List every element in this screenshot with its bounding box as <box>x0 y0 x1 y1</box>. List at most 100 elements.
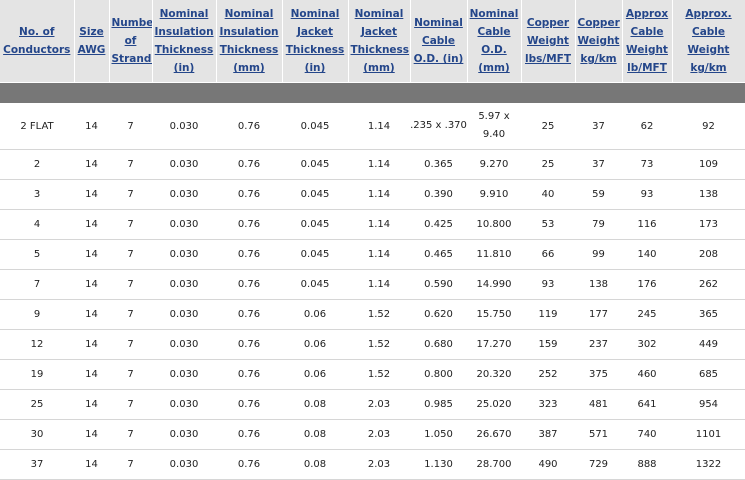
header-cell-size[interactable]: Size AWG <box>74 0 110 83</box>
table-cell: 7 <box>109 449 152 480</box>
table-cell: 1322 <box>672 449 745 480</box>
table-cell: 14 <box>74 389 109 420</box>
table-cell: 0.76 <box>216 389 282 420</box>
table-cell: 302 <box>622 329 672 360</box>
table-cell: 237 <box>575 329 622 360</box>
table-cell: 73 <box>622 149 672 180</box>
header-cell-copper-lbs[interactable]: Copper Weight lbs/MFT <box>521 0 576 83</box>
table-cell: 0.030 <box>152 449 216 480</box>
table-cell: 25.020 <box>467 389 521 420</box>
table-cell: 0.030 <box>152 359 216 390</box>
table-cell: 365 <box>672 299 745 330</box>
table-cell: 7 <box>109 269 152 300</box>
table-cell: 7 <box>109 299 152 330</box>
table-cell: 0.030 <box>152 389 216 420</box>
table-cell: 173 <box>672 209 745 240</box>
table-cell: 40 <box>521 179 575 210</box>
table-cell: 138 <box>575 269 622 300</box>
table-cell: 1.14 <box>348 209 410 240</box>
header-cell-cable-kg[interactable]: Approx. Cable Weight kg/km <box>672 0 745 83</box>
table-cell: 0.800 <box>410 359 467 390</box>
table-cell: 571 <box>575 419 622 450</box>
table-cell: 954 <box>672 389 745 420</box>
table-cell: 0.76 <box>216 149 282 180</box>
table-row: 19 14 7 0.030 0.76 0.06 1.52 0.800 20.320 252 375 4… <box>0 359 745 390</box>
table-cell: 14 <box>74 103 109 150</box>
table-cell: 14 <box>74 269 109 300</box>
table-cell: 14 <box>74 149 109 180</box>
table-cell: 1.14 <box>348 149 410 180</box>
table-cell: 1.52 <box>348 329 410 360</box>
table-cell: 0.76 <box>216 209 282 240</box>
header-cell-copper-kg[interactable]: Copper Weight kg/km <box>575 0 623 83</box>
table-cell: 37 <box>575 103 622 150</box>
table-cell: 7 <box>109 209 152 240</box>
table-row: 2 FLAT 14 7 0.030 0.76 0.045 1.14.235 x .370 5.… <box>0 103 745 150</box>
table-cell: 888 <box>622 449 672 480</box>
table-cell: 37 <box>575 149 622 180</box>
table-cell: 0.76 <box>216 299 282 330</box>
table-cell: 1.14 <box>348 103 410 150</box>
table-cell: 0.06 <box>282 329 348 360</box>
table-cell: 0.045 <box>282 239 348 270</box>
table-cell: 4 <box>0 209 74 240</box>
table-cell: 26.670 <box>467 419 521 450</box>
table-cell: 1.52 <box>348 359 410 390</box>
table-cell: 7 <box>109 329 152 360</box>
table-cell: 7 <box>109 239 152 270</box>
table-cell: 0.76 <box>216 329 282 360</box>
table-cell: 0.76 <box>216 103 282 150</box>
header-cell-strands[interactable]: Number of Strands <box>109 0 153 83</box>
header-cell-od-mm[interactable]: Nominal Cable O.D. (mm) <box>467 0 522 83</box>
table-cell: 0.030 <box>152 239 216 270</box>
table-cell: 0.76 <box>216 269 282 300</box>
table-cell: 9.910 <box>467 179 521 210</box>
table-cell: 14 <box>74 239 109 270</box>
table-cell: 0.425 <box>410 209 467 240</box>
table-cell: 7 <box>109 359 152 390</box>
header-cell-insulation-in[interactable]: Nominal Insulation Thickness (in) <box>152 0 217 83</box>
table-cell: 0.76 <box>216 359 282 390</box>
table-cell: 0.030 <box>152 179 216 210</box>
table-cell: 0.08 <box>282 449 348 480</box>
header-cell-od-in[interactable]: Nominal Cable O.D. (in) <box>410 0 468 83</box>
table-cell: 93 <box>622 179 672 210</box>
table-cell: 0.030 <box>152 209 216 240</box>
header-cell-cable-lb[interactable]: Approx Cable Weight lb/MFT <box>622 0 673 83</box>
table-cell: 1.14 <box>348 179 410 210</box>
header-cell-jacket-mm[interactable]: Nominal Jacket Thickness (mm) <box>348 0 411 83</box>
table-cell: 740 <box>622 419 672 450</box>
header-cell-jacket-in[interactable]: Nominal Jacket Thickness (in) <box>282 0 349 83</box>
table-body: 2 FLAT 14 7 0.030 0.76 0.045 1.14.235 x .370 5.… <box>0 82 745 480</box>
table-cell: 0.76 <box>216 239 282 270</box>
table-row: 25 14 7 0.030 0.76 0.08 2.03 0.985 25.020 323 481 6… <box>0 389 745 420</box>
table-cell: 53 <box>521 209 575 240</box>
table-cell: 0.06 <box>282 299 348 330</box>
table-cell: 25 <box>0 389 74 420</box>
header-cell-insulation-mm[interactable]: Nominal Insulation Thickness (mm) <box>216 0 283 83</box>
table-cell: 2 FLAT <box>0 103 74 150</box>
table-cell: 20.320 <box>467 359 521 390</box>
table-cell: 12 <box>0 329 74 360</box>
table-cell: 0.76 <box>216 419 282 450</box>
header-row: No. of Conductors Size AWG Number of Str… <box>0 0 745 83</box>
table-cell: 0.045 <box>282 209 348 240</box>
table-cell: 2.03 <box>348 449 410 480</box>
table-row: 9 14 7 0.030 0.76 0.06 1.52 0.620 15.750 119 177 24… <box>0 299 745 330</box>
table-cell: 0.045 <box>282 179 348 210</box>
table-cell: 7 <box>109 419 152 450</box>
table-cell: 2.03 <box>348 419 410 450</box>
table-cell: 208 <box>672 239 745 270</box>
table-cell: 1.050 <box>410 419 467 450</box>
table-cell: 1101 <box>672 419 745 450</box>
header-cell-conductors[interactable]: No. of Conductors <box>0 0 75 83</box>
table-cell: 0.030 <box>152 269 216 300</box>
table-cell: 7 <box>109 389 152 420</box>
table-cell: 2 <box>0 149 74 180</box>
table-cell: 177 <box>575 299 622 330</box>
table-cell: 7 <box>109 149 152 180</box>
table-cell: 37 <box>0 449 74 480</box>
table-cell: 99 <box>575 239 622 270</box>
table-cell: 0.030 <box>152 299 216 330</box>
